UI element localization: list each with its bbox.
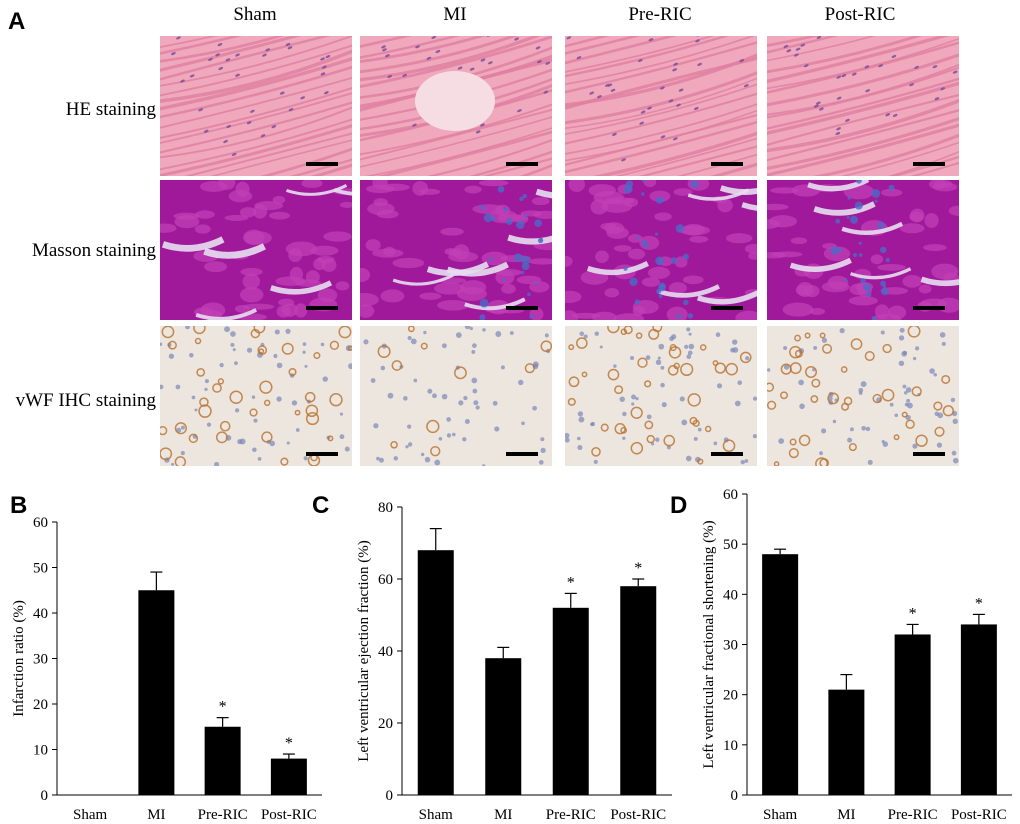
y-tick-label: 40 bbox=[33, 606, 48, 622]
micrograph-ihc-post-ric bbox=[767, 326, 959, 466]
column-header-sham: Sham bbox=[233, 4, 277, 25]
bar bbox=[620, 586, 657, 795]
significance-marker: * bbox=[909, 605, 917, 622]
scale-bar bbox=[506, 162, 538, 166]
bar bbox=[960, 624, 997, 795]
infarction-ratio-chart: 0 10 20 30 40 50 60 Infarction ratio (%) Sham MI *… bbox=[11, 515, 322, 823]
x-tick-label: MI bbox=[147, 807, 165, 823]
scale-bar bbox=[306, 162, 338, 166]
y-tick-label: 60 bbox=[723, 487, 738, 503]
column-header-mi: MI bbox=[443, 4, 467, 25]
bar bbox=[894, 634, 931, 795]
panel-b-letter: B bbox=[10, 492, 28, 519]
x-tick-label: Sham bbox=[419, 807, 454, 823]
scale-bar bbox=[913, 306, 945, 310]
x-tick-label: Pre-RIC bbox=[888, 807, 938, 823]
bar bbox=[138, 590, 175, 795]
significance-marker: * bbox=[634, 560, 642, 577]
scale-bar bbox=[913, 452, 945, 456]
y-axis-label: Left ventricular fractional shortening (… bbox=[701, 520, 717, 768]
significance-marker: * bbox=[219, 699, 227, 716]
x-tick-label: Sham bbox=[73, 807, 108, 823]
micrograph-masson-sham bbox=[160, 180, 352, 320]
y-tick-label: 60 bbox=[378, 572, 393, 588]
y-tick-label: 0 bbox=[386, 788, 394, 804]
x-tick-label: Post-RIC bbox=[951, 807, 1007, 823]
bar bbox=[828, 689, 865, 795]
y-axis-label: Infarction ratio (%) bbox=[11, 600, 27, 717]
x-tick-label: Pre-RIC bbox=[198, 807, 248, 823]
significance-marker: * bbox=[567, 574, 575, 591]
panel-c-letter: C bbox=[312, 492, 330, 519]
x-tick-label: Post-RIC bbox=[261, 807, 317, 823]
bar bbox=[762, 554, 799, 795]
micrograph-masson-post-ric bbox=[767, 180, 959, 320]
row-label-vwf: vWF IHC staining bbox=[15, 390, 156, 411]
micrograph-he-post-ric bbox=[767, 36, 959, 176]
bar bbox=[270, 758, 307, 795]
scale-bar bbox=[711, 452, 743, 456]
y-axis-label: Left ventricular ejection fraction (%) bbox=[356, 540, 372, 762]
micrograph-he-mi bbox=[360, 36, 552, 176]
x-tick-label: Pre-RIC bbox=[546, 807, 596, 823]
row-label-masson: Masson staining bbox=[31, 240, 156, 261]
y-tick-label: 50 bbox=[723, 537, 738, 553]
fractional-shortening-chart: 0 10 20 30 40 50 60 Left ventricular fractional… bbox=[701, 487, 1012, 823]
scale-bar bbox=[711, 306, 743, 310]
x-tick-label: Post-RIC bbox=[610, 807, 666, 823]
micrograph-he-sham bbox=[160, 36, 352, 176]
scale-bar bbox=[306, 306, 338, 310]
micrograph-masson-pre-ric bbox=[565, 180, 757, 320]
micrograph-ihc-mi bbox=[360, 326, 552, 466]
x-tick-label: MI bbox=[837, 807, 855, 823]
significance-marker: * bbox=[975, 595, 983, 612]
scale-bar bbox=[506, 452, 538, 456]
bar bbox=[204, 726, 241, 795]
bar bbox=[417, 550, 454, 795]
y-tick-label: 10 bbox=[723, 738, 738, 754]
y-tick-label: 20 bbox=[33, 697, 48, 713]
column-header-post-ric: Post-RIC bbox=[824, 4, 896, 25]
y-tick-label: 30 bbox=[723, 638, 738, 654]
micrograph-ihc-sham bbox=[160, 326, 352, 466]
row-label-he: HE staining bbox=[65, 99, 156, 120]
significance-marker: * bbox=[285, 735, 293, 752]
x-tick-label: MI bbox=[494, 807, 512, 823]
y-tick-label: 10 bbox=[33, 743, 48, 759]
bar bbox=[485, 658, 522, 795]
y-tick-label: 20 bbox=[723, 688, 738, 704]
x-tick-label: Sham bbox=[763, 807, 798, 823]
micrograph-masson-mi bbox=[360, 180, 552, 320]
y-tick-label: 0 bbox=[41, 788, 49, 804]
y-tick-label: 0 bbox=[731, 788, 739, 804]
y-tick-label: 40 bbox=[378, 644, 393, 660]
ejection-fraction-chart: 0 20 40 60 80 Left ventricular ejection fract… bbox=[356, 500, 672, 823]
y-tick-label: 30 bbox=[33, 652, 48, 668]
column-header-pre-ric: Pre-RIC bbox=[628, 4, 692, 25]
y-tick-label: 40 bbox=[723, 587, 738, 603]
panel-d-letter: D bbox=[670, 492, 688, 519]
scale-bar bbox=[711, 162, 743, 166]
panel-a-letter: A bbox=[8, 8, 26, 35]
y-tick-label: 20 bbox=[378, 716, 393, 732]
micrograph-ihc-pre-ric bbox=[565, 326, 757, 466]
micrograph-he-pre-ric bbox=[565, 36, 757, 176]
scale-bar bbox=[913, 162, 945, 166]
y-tick-label: 80 bbox=[378, 500, 393, 516]
y-tick-label: 60 bbox=[33, 515, 48, 531]
bar bbox=[552, 607, 589, 795]
scale-bar bbox=[306, 452, 338, 456]
scale-bar bbox=[506, 306, 538, 310]
y-tick-label: 50 bbox=[33, 561, 48, 577]
